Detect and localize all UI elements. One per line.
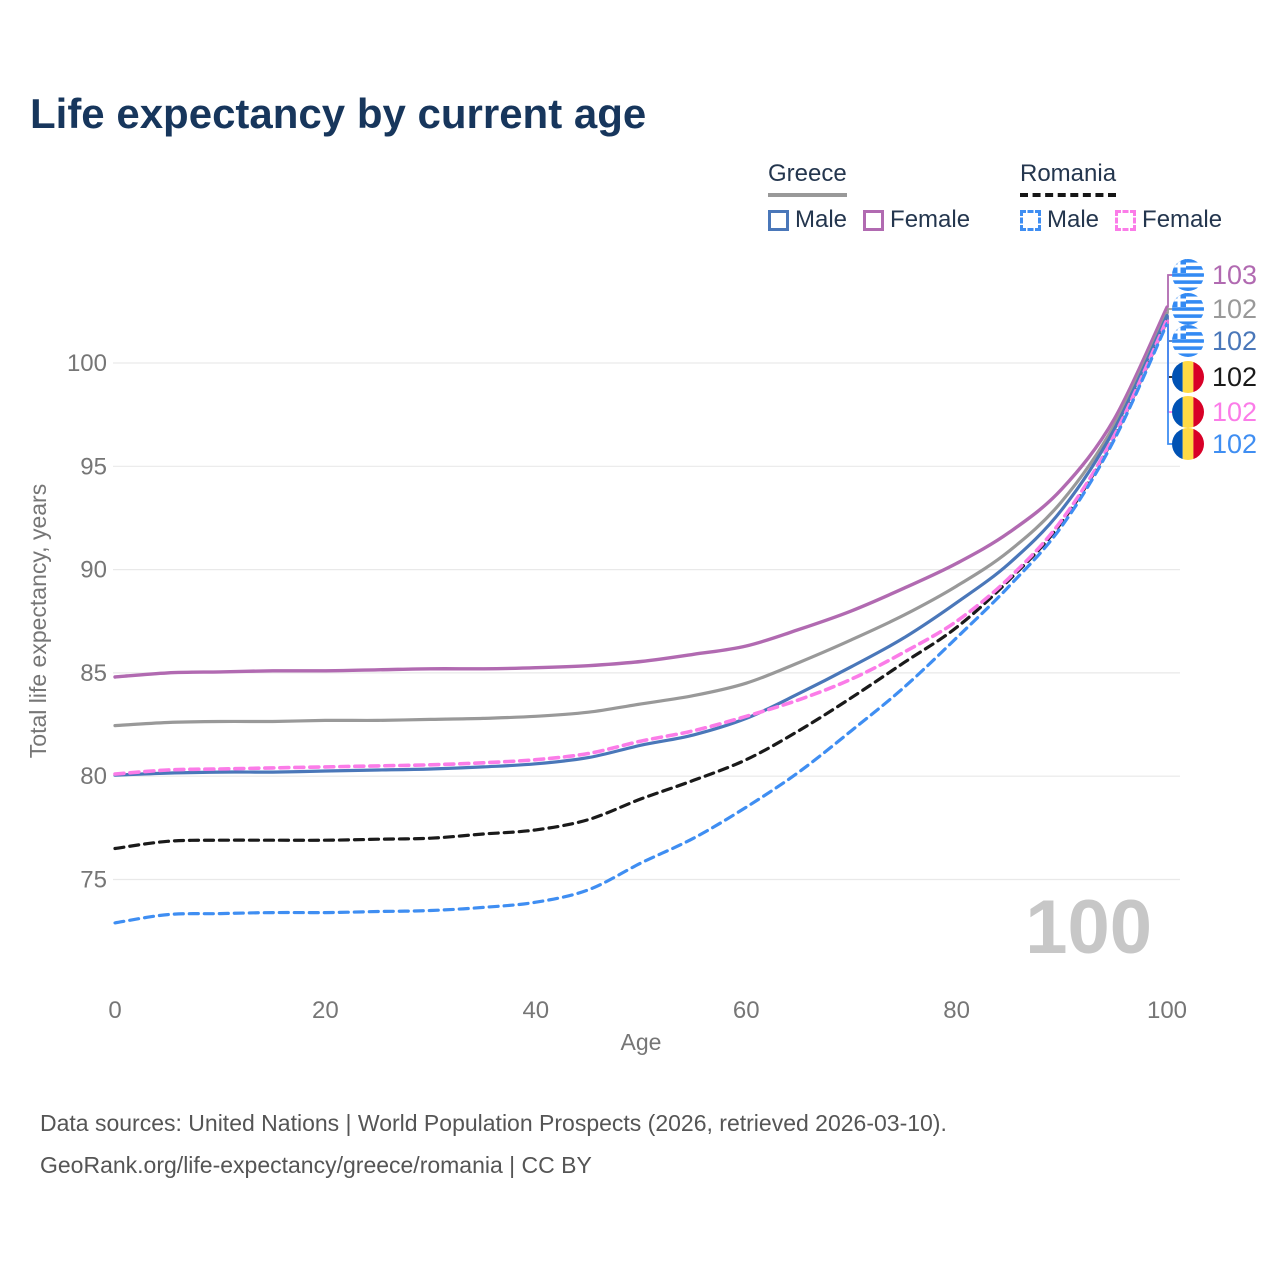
- y-tick-label-85: 85: [80, 660, 107, 687]
- x-tick-label-60: 60: [733, 997, 760, 1024]
- x-tick-label-0: 0: [108, 997, 121, 1024]
- legend-item-greece-female[interactable]: Female: [863, 206, 986, 234]
- footer-attribution-line: GeoRank.org/life-expectancy/greece/roman…: [40, 1152, 592, 1178]
- series-line-greece-female[interactable]: [113, 305, 1169, 679]
- romania-flag-icon: [1172, 396, 1204, 428]
- x-tick-label-20: 20: [312, 997, 339, 1024]
- legend-item-label: Male: [795, 206, 848, 233]
- series-lines: [113, 305, 1169, 925]
- legend-group-greece: Greece Male Female: [768, 160, 986, 234]
- legend-item-greece-male[interactable]: Male: [768, 206, 863, 234]
- end-label-connectors: [1167, 274, 1172, 445]
- series-line-greece-both-sexes[interactable]: [113, 311, 1169, 728]
- end-value-label-greece-both-sexes: 102: [1212, 294, 1257, 324]
- end-connector-greece-both-sexes: [1167, 308, 1172, 314]
- footer-sources-line: Data sources: United Nations | World Pop…: [40, 1110, 947, 1136]
- end-connector-romania-male: [1167, 323, 1172, 445]
- y-axis-title: Total life expectancy, years: [25, 484, 51, 758]
- greece-flag-icon: [1172, 293, 1204, 325]
- legend-country-label-romania: Romania: [1020, 160, 1117, 197]
- romania-flag-icon: [1172, 361, 1204, 393]
- y-tick-label-100: 100: [67, 350, 107, 377]
- end-value-label-greece-female: 103: [1212, 260, 1257, 290]
- legend-item-romania-female[interactable]: Female: [1115, 206, 1238, 234]
- legend-swatch-greece-female-icon: [863, 209, 885, 231]
- legend-swatch-greece-male-icon: [768, 209, 789, 231]
- series-line-romania-male[interactable]: [113, 322, 1169, 925]
- y-tick-label-90: 90: [80, 557, 107, 584]
- end-label-flags: [1172, 259, 1204, 460]
- romania-flag-icon: [1172, 428, 1204, 460]
- legend-item-romania-male[interactable]: Male: [1020, 206, 1115, 234]
- page-title: Life expectancy by current age: [30, 90, 647, 137]
- legend-swatch-romania-female-icon: [1115, 209, 1137, 231]
- x-axis-title: Age: [621, 1029, 662, 1055]
- end-value-label-romania-male: 102: [1212, 429, 1257, 459]
- y-tick-label-95: 95: [80, 453, 107, 480]
- x-axis-tick-labels: 0 20 40 60 80 100: [108, 997, 1187, 1024]
- x-tick-label-40: 40: [522, 997, 549, 1024]
- end-value-label-romania-both-sexes: 102: [1212, 362, 1257, 392]
- legend-swatch-romania-male-icon: [1020, 209, 1041, 231]
- x-tick-label-80: 80: [943, 997, 970, 1024]
- legend-item-label: Female: [890, 206, 971, 233]
- gridlines: [113, 362, 1180, 881]
- y-axis-tick-labels: 75 80 85 90 95 100: [67, 350, 107, 894]
- legend-group-romania: Romania Male Female: [1020, 160, 1238, 234]
- footer: Data sources: United Nations | World Pop…: [40, 1102, 947, 1186]
- end-connector-greece-female: [1167, 274, 1172, 308]
- x-tick-label-100: 100: [1147, 997, 1187, 1024]
- y-tick-label-75: 75: [80, 867, 107, 894]
- greece-flag-icon: [1172, 259, 1204, 291]
- legend-item-label: Female: [1142, 206, 1223, 233]
- greece-flag-icon: [1172, 325, 1204, 357]
- end-value-label-greece-male: 102: [1212, 326, 1257, 356]
- y-tick-label-80: 80: [80, 763, 107, 790]
- age-watermark: 100: [1025, 885, 1152, 970]
- legend-country-label-greece: Greece: [768, 160, 847, 197]
- series-line-romania-female[interactable]: [113, 317, 1169, 776]
- legend-item-label: Male: [1047, 206, 1100, 233]
- end-value-label-romania-female: 102: [1212, 397, 1257, 427]
- series-line-greece-male[interactable]: [113, 313, 1169, 777]
